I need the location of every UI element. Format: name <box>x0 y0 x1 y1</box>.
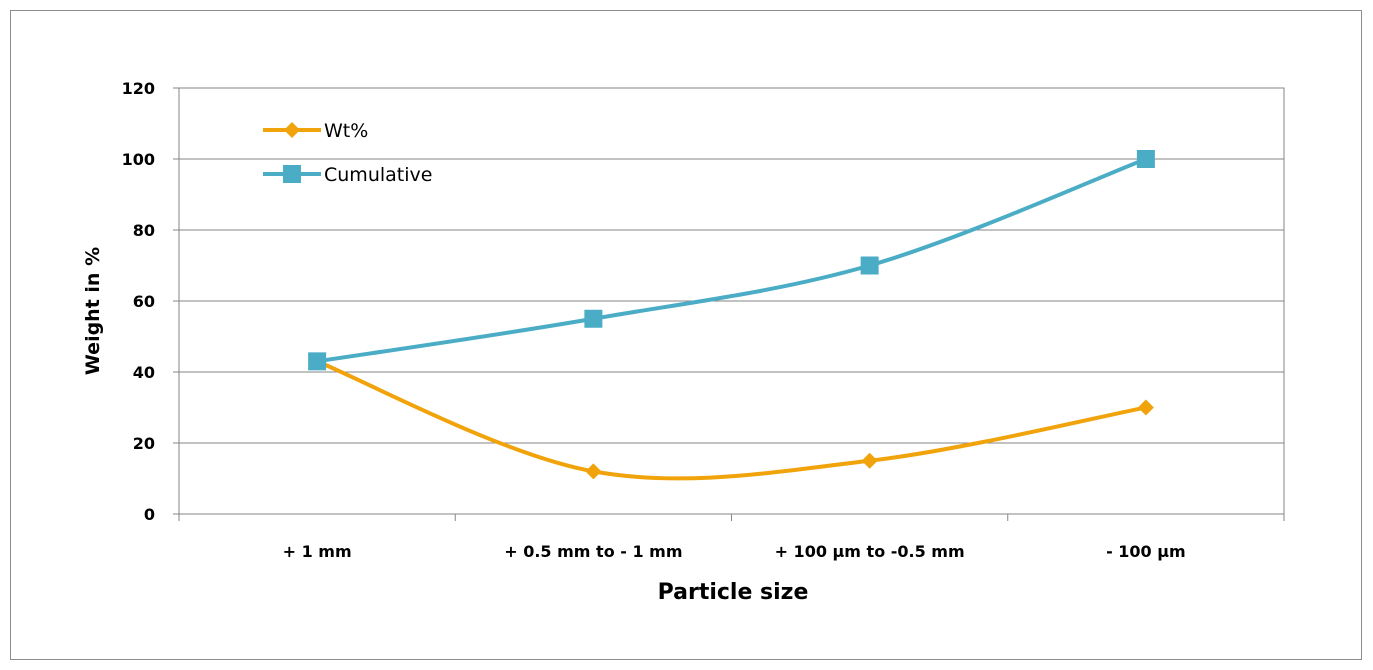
x-tick-label: + 100 µm to -0.5 mm <box>775 542 965 561</box>
series-line <box>315 157 1148 364</box>
legend-item: Wt% <box>263 120 368 142</box>
line-chart: 0 20 40 60 80 100 120 + 1 mm + 0.5 mm to - 1 mm +… <box>82 79 1285 605</box>
series-cumulative <box>308 150 1155 371</box>
legend-item: Cumulative <box>263 164 432 186</box>
diamond-marker <box>1137 399 1154 416</box>
x-tick-label: - 100 µm <box>1106 542 1186 561</box>
legend-label: Wt% <box>324 120 368 142</box>
y-tick-label: 120 <box>122 79 155 98</box>
square-marker <box>860 256 879 275</box>
chart-area: 0 20 40 60 80 100 120 + 1 mm + 0.5 mm to - 1 mm +… <box>10 10 1362 660</box>
y-tick-label: 0 <box>144 505 155 524</box>
square-marker <box>1136 150 1155 168</box>
series-line <box>315 359 1148 481</box>
legend-diamond-marker <box>284 122 300 138</box>
y-tick-label: 20 <box>133 434 155 453</box>
x-axis-title: Particle size <box>658 580 809 605</box>
x-tick-label: + 0.5 mm to - 1 mm <box>504 542 682 561</box>
y-tick-label: 80 <box>133 221 155 240</box>
legend-label: Cumulative <box>324 164 432 186</box>
series-lines <box>308 150 1155 481</box>
square-marker <box>584 309 603 328</box>
diamond-marker <box>861 452 878 469</box>
y-tick-label: 40 <box>133 363 155 382</box>
tick-labels: 0 20 40 60 80 100 120 + 1 mm + 0.5 mm to - 1 mm +… <box>122 79 1186 561</box>
y-axis-title: Weight in % <box>82 247 104 375</box>
y-tick-label: 60 <box>133 292 155 311</box>
square-marker <box>308 352 327 371</box>
y-tick-label: 100 <box>122 150 155 169</box>
axes <box>173 87 1285 521</box>
diamond-marker <box>585 463 602 480</box>
legend-square-marker <box>283 165 301 183</box>
x-tick-label: + 1 mm <box>283 542 352 561</box>
legend: Wt% Cumulative <box>263 120 432 186</box>
